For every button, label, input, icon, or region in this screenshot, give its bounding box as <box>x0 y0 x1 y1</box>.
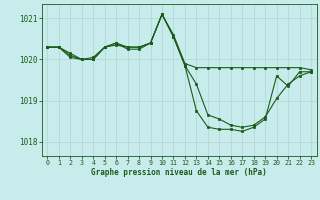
X-axis label: Graphe pression niveau de la mer (hPa): Graphe pression niveau de la mer (hPa) <box>91 168 267 177</box>
